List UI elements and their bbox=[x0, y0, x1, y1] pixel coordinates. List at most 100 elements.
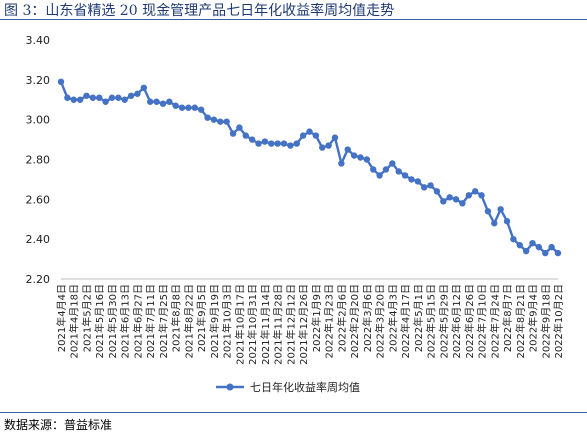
data-point bbox=[70, 96, 77, 103]
data-point bbox=[408, 176, 415, 183]
data-source: 数据来源：普益标准 bbox=[4, 418, 113, 432]
x-tick-label: 2021年12月26日 bbox=[297, 284, 310, 365]
footer-divider bbox=[0, 412, 587, 413]
data-point bbox=[268, 140, 275, 147]
y-tick-label: 3.40 bbox=[26, 34, 51, 47]
data-point bbox=[274, 140, 281, 147]
data-point bbox=[459, 200, 466, 207]
x-tick-label: 2021年6月13日 bbox=[119, 284, 132, 359]
x-tick-label: 2022年10月2日 bbox=[552, 284, 565, 359]
data-point bbox=[134, 90, 141, 97]
x-tick-label: 2022年5月29日 bbox=[437, 284, 450, 359]
data-point bbox=[401, 172, 409, 179]
data-point bbox=[248, 136, 256, 143]
data-point bbox=[229, 130, 237, 137]
data-point bbox=[210, 116, 218, 123]
data-point bbox=[491, 220, 498, 227]
data-point bbox=[185, 104, 192, 111]
x-tick-label: 2021年5月2日 bbox=[80, 284, 93, 352]
data-point bbox=[102, 98, 109, 105]
y-tick-label: 2.80 bbox=[26, 154, 51, 167]
series-line bbox=[59, 81, 559, 255]
y-tick-label: 3.00 bbox=[26, 114, 51, 127]
data-point bbox=[529, 239, 536, 247]
data-point bbox=[344, 146, 351, 153]
x-tick-label: 2021年10月31日 bbox=[246, 284, 259, 365]
data-point bbox=[312, 132, 320, 139]
data-point bbox=[433, 188, 441, 195]
figure-title: 图 3：山东省精选 20 现金管理产品七日年化收益率周均值走势 bbox=[4, 3, 395, 19]
data-point bbox=[293, 140, 300, 147]
x-tick-label: 2021年6月27日 bbox=[131, 284, 144, 359]
x-tick-label: 2022年8月21日 bbox=[514, 284, 527, 359]
x-tick-label: 2022年7月10日 bbox=[476, 284, 489, 359]
x-tick-label: 2021年4月4日 bbox=[55, 284, 68, 352]
x-tick-label: 2022年6月12日 bbox=[450, 284, 463, 359]
data-point bbox=[255, 140, 262, 147]
data-point bbox=[452, 196, 460, 203]
data-point bbox=[414, 178, 422, 185]
data-point bbox=[159, 100, 167, 107]
data-point bbox=[191, 104, 199, 111]
data-point bbox=[325, 142, 332, 149]
data-point bbox=[484, 208, 492, 215]
y-tick-label: 2.20 bbox=[26, 273, 51, 286]
x-tick-label: 2021年11月14日 bbox=[259, 284, 272, 365]
data-point bbox=[147, 98, 154, 105]
data-point bbox=[376, 172, 383, 179]
data-point bbox=[115, 94, 122, 101]
data-point bbox=[223, 118, 230, 125]
data-point bbox=[542, 249, 549, 257]
line-chart: 3.40 3.20 3.00 2.80 2.60 2.40 2.20 2021年4月4日 20… bbox=[26, 34, 566, 394]
data-point bbox=[172, 102, 179, 109]
y-axis: 3.40 3.20 3.00 2.80 2.60 2.40 2.20 bbox=[26, 34, 51, 286]
data-point bbox=[299, 132, 307, 139]
y-tick-label: 2.40 bbox=[26, 233, 51, 246]
data-point bbox=[76, 96, 84, 103]
data-point bbox=[280, 140, 288, 147]
data-point bbox=[108, 94, 116, 101]
x-tick-label: 2022年2月20日 bbox=[348, 284, 361, 359]
legend-marker bbox=[226, 383, 234, 391]
data-point bbox=[427, 182, 434, 189]
data-point bbox=[121, 96, 128, 103]
x-tick-label: 2021年12月12日 bbox=[284, 284, 297, 365]
data-point bbox=[497, 206, 504, 213]
data-point bbox=[197, 106, 205, 113]
legend-label: 七日年化收益率周均值 bbox=[250, 380, 360, 394]
x-tick-label: 2021年8月8日 bbox=[170, 284, 183, 352]
data-point bbox=[306, 128, 313, 135]
data-point bbox=[363, 156, 371, 163]
data-point bbox=[350, 152, 358, 159]
data-point bbox=[319, 144, 326, 151]
data-point bbox=[465, 192, 472, 199]
x-tick-label: 2021年10月3日 bbox=[221, 284, 234, 359]
x-tick-label: 2021年9月19日 bbox=[208, 284, 221, 359]
x-tick-label: 2022年2月6日 bbox=[335, 284, 348, 352]
x-tick-label: 2022年1月23日 bbox=[323, 284, 336, 359]
data-point bbox=[127, 92, 135, 99]
y-tick-label: 2.60 bbox=[26, 193, 51, 206]
x-tick-label: 2022年9月18日 bbox=[539, 284, 552, 359]
x-tick-label: 2022年6月26日 bbox=[463, 284, 476, 359]
data-point bbox=[242, 132, 249, 139]
x-tick-label: 2021年7月25日 bbox=[157, 284, 170, 359]
data-point bbox=[89, 94, 97, 101]
x-tick-label: 2022年3月6日 bbox=[361, 284, 374, 352]
data-point bbox=[261, 138, 269, 145]
plot-area bbox=[57, 78, 562, 257]
data-point bbox=[548, 243, 555, 251]
x-tick-label: 2022年3月20日 bbox=[374, 284, 387, 359]
data-point bbox=[140, 84, 148, 92]
data-point bbox=[510, 235, 517, 243]
data-point bbox=[57, 78, 65, 86]
x-tick-label: 2021年7月11日 bbox=[144, 284, 157, 359]
x-tick-label: 2021年11月28日 bbox=[272, 284, 285, 365]
data-point bbox=[64, 94, 71, 101]
data-point bbox=[357, 154, 364, 161]
x-tick-label: 2021年5月16日 bbox=[93, 284, 106, 359]
y-tick-label: 3.20 bbox=[26, 74, 51, 87]
data-point bbox=[395, 168, 402, 175]
data-point bbox=[522, 247, 530, 255]
